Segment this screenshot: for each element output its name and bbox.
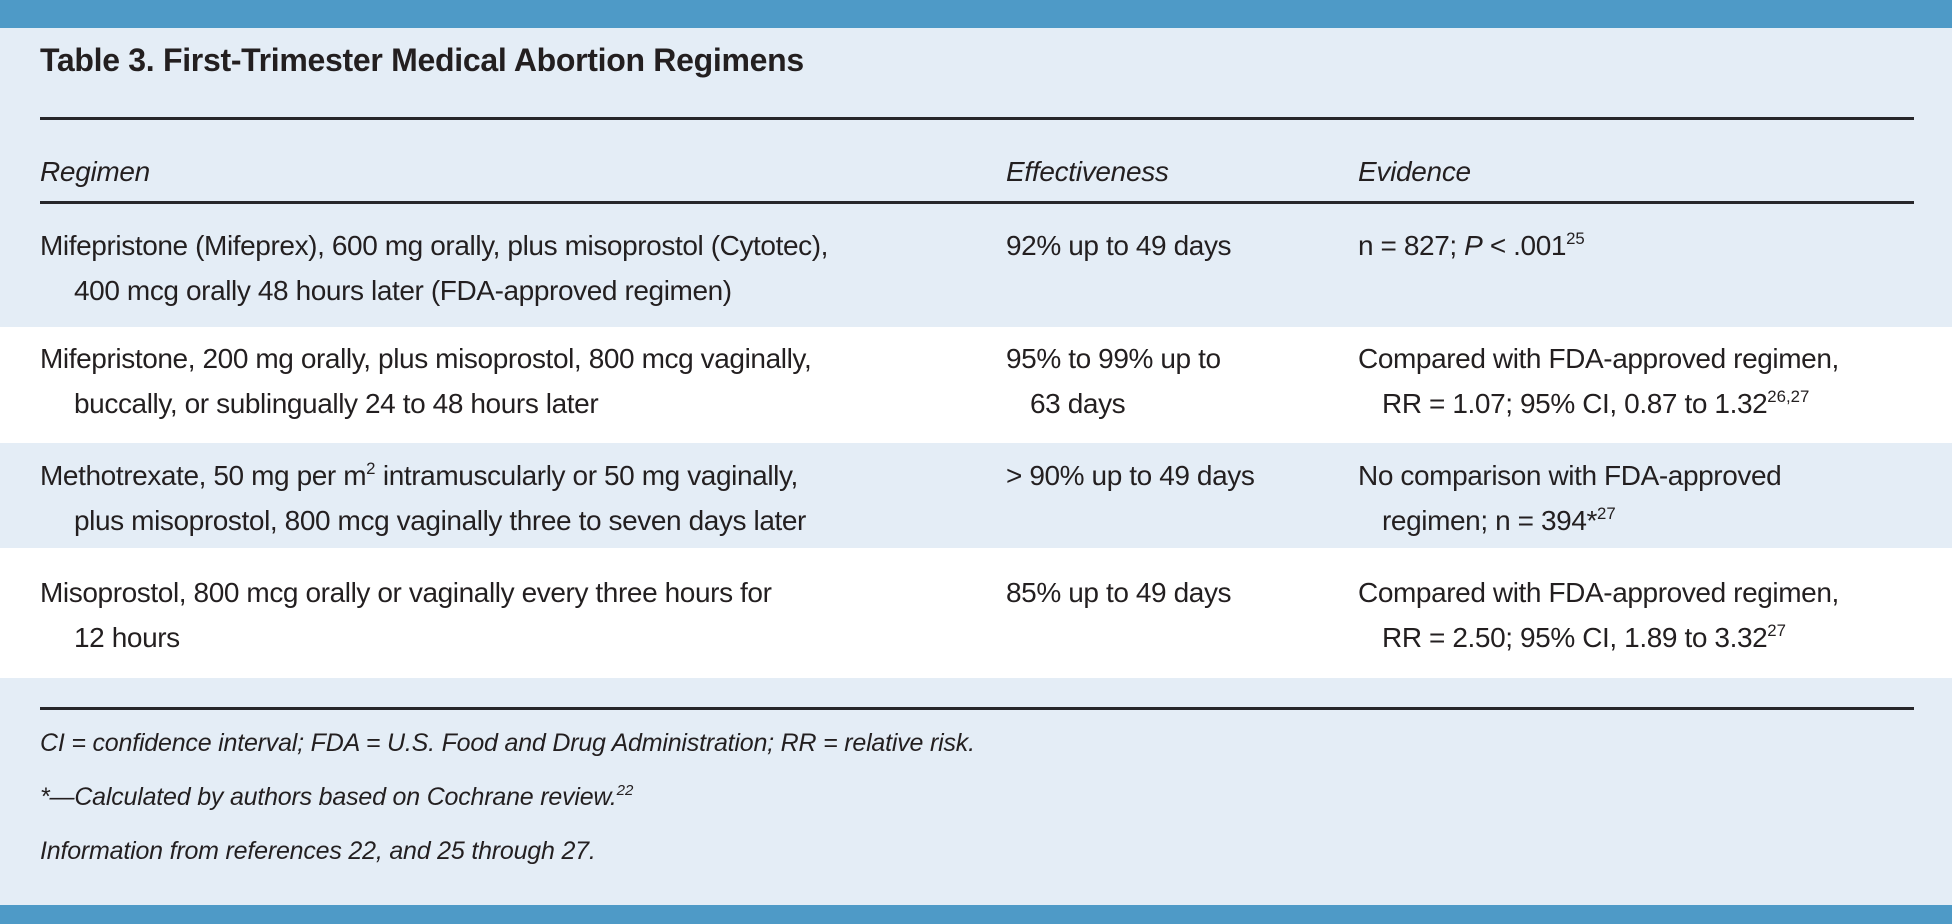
regimen-cell: Mifepristone, 200 mg orally, plus misopr… (40, 336, 812, 426)
column-header-effectiveness: Effectiveness (1006, 156, 1169, 187)
evidence-cell: Compared with FDA-approved regimen, RR =… (1358, 336, 1839, 426)
effectiveness-line: 92% up to 49 days (1006, 230, 1232, 261)
effectiveness-cell: 92% up to 49 days (1006, 223, 1232, 268)
effectiveness-line: 63 days (1030, 388, 1126, 419)
top-accent-bar (0, 0, 1952, 28)
effectiveness-cell: 95% to 99% up to 63 days (1006, 336, 1221, 426)
row-stripe-2 (0, 327, 1952, 443)
regimen-line: 400 mcg orally 48 hours later (FDA-appro… (74, 275, 732, 306)
rule-below-title (40, 117, 1914, 120)
regimen-cell: Mifepristone (Mifeprex), 600 mg orally, … (40, 223, 828, 313)
evidence-cell: No comparison with FDA-approved regimen;… (1358, 453, 1782, 543)
footnote-abbreviations: CI = confidence interval; FDA = U.S. Foo… (40, 729, 975, 757)
regimen-line: buccally, or sublingually 24 to 48 hours… (74, 388, 599, 419)
footnote-source: Information from references 22, and 25 t… (40, 837, 596, 865)
effectiveness-line: 85% up to 49 days (1006, 577, 1232, 608)
footnote-asterisk: *—Calculated by authors based on Cochran… (40, 781, 634, 811)
evidence-line: regimen; n = 394*27 (1382, 503, 1616, 536)
evidence-cell: n = 827; P < .00125 (1358, 223, 1585, 268)
effectiveness-cell: > 90% up to 49 days (1006, 453, 1255, 498)
regimen-cell: Methotrexate, 50 mg per m2 intramuscular… (40, 453, 806, 543)
effectiveness-cell: 85% up to 49 days (1006, 570, 1232, 615)
row-stripe-4 (0, 548, 1952, 678)
regimen-line: Methotrexate, 50 mg per m2 intramuscular… (40, 458, 798, 491)
effectiveness-line: 95% to 99% up to (1006, 343, 1221, 374)
evidence-line: No comparison with FDA-approved (1358, 460, 1782, 491)
evidence-line: Compared with FDA-approved regimen, (1358, 343, 1839, 374)
regimen-line: plus misoprostol, 800 mcg vaginally thre… (74, 505, 806, 536)
regimen-line: 12 hours (74, 622, 180, 653)
effectiveness-line: > 90% up to 49 days (1006, 460, 1255, 491)
regimen-line: Misoprostol, 800 mcg orally or vaginally… (40, 577, 772, 608)
evidence-line: RR = 1.07; 95% CI, 0.87 to 1.3226,27 (1382, 386, 1810, 419)
regimen-line: Mifepristone, 200 mg orally, plus misopr… (40, 343, 812, 374)
evidence-line: Compared with FDA-approved regimen, (1358, 577, 1839, 608)
evidence-line: n = 827; P < .00125 (1358, 228, 1585, 261)
table-title: Table 3. First-Trimester Medical Abortio… (40, 42, 804, 78)
bottom-accent-bar (0, 905, 1952, 924)
column-header-evidence: Evidence (1358, 156, 1471, 187)
regimen-line: Mifepristone (Mifeprex), 600 mg orally, … (40, 230, 829, 261)
rule-below-header (40, 201, 1914, 204)
regimen-cell: Misoprostol, 800 mcg orally or vaginally… (40, 570, 772, 660)
column-header-regimen: Regimen (40, 156, 150, 187)
evidence-line: RR = 2.50; 95% CI, 1.89 to 3.3227 (1382, 620, 1786, 653)
evidence-cell: Compared with FDA-approved regimen, RR =… (1358, 570, 1839, 660)
rule-above-footnotes (40, 707, 1914, 710)
